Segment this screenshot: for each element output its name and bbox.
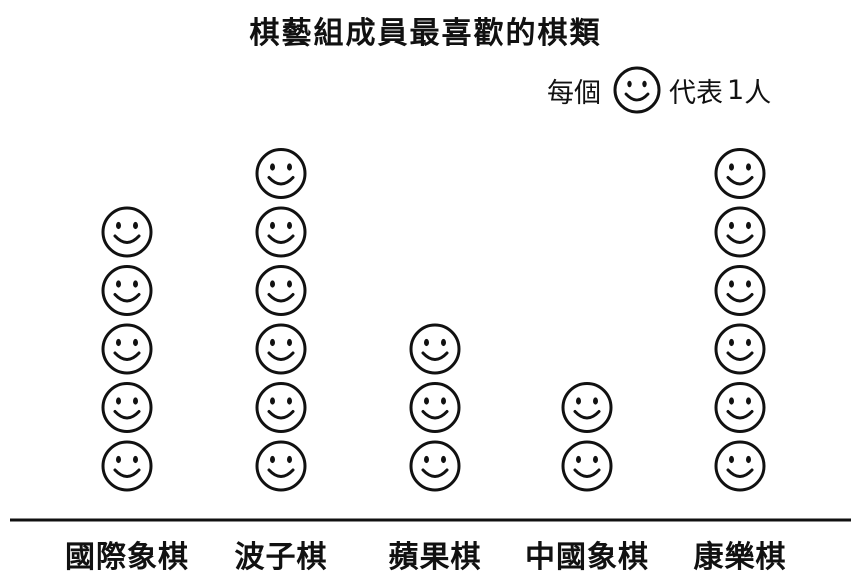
smiley-face-icon <box>409 323 461 375</box>
legend-prefix: 每個 <box>547 77 601 109</box>
smiley-face-icon <box>255 382 307 433</box>
smiley-face-icon <box>255 440 307 492</box>
legend-unit: 人 <box>744 77 772 109</box>
smiley-face-icon <box>714 206 766 258</box>
smiley-face-icon <box>101 440 153 492</box>
smiley-face-icon <box>613 66 661 114</box>
category-label: 中國象棋 <box>525 540 649 575</box>
legend-suffix: 代表 <box>669 77 723 109</box>
smiley-face-icon <box>101 265 153 316</box>
category-label: 國際象棋 <box>65 540 189 575</box>
category-label: 康樂棋 <box>693 540 787 575</box>
smiley-face-icon <box>255 323 307 375</box>
smiley-face-icon <box>714 382 766 433</box>
smiley-face-icon <box>101 206 153 258</box>
smiley-face-icon <box>409 382 461 433</box>
chart-title: 棋藝組成員最喜歡的棋類 <box>249 16 602 51</box>
category-label: 蘋果棋 <box>388 540 482 575</box>
smiley-face-icon <box>255 206 307 258</box>
smiley-face-icon <box>714 440 766 492</box>
legend-value: 1 <box>727 74 745 106</box>
smiley-face-icon <box>409 440 461 492</box>
smiley-face-icon <box>255 265 307 316</box>
smiley-face-icon <box>561 440 613 492</box>
smiley-face-icon <box>714 323 766 375</box>
smiley-face-icon <box>101 323 153 375</box>
smiley-face-icon <box>714 148 766 199</box>
category-label: 波子棋 <box>234 540 328 575</box>
smiley-face-icon <box>561 382 613 433</box>
smiley-face-icon <box>101 382 153 433</box>
smiley-face-icon <box>714 265 766 316</box>
legend: 每個 代表 1 人 <box>547 64 771 116</box>
smiley-face-icon <box>255 148 307 199</box>
